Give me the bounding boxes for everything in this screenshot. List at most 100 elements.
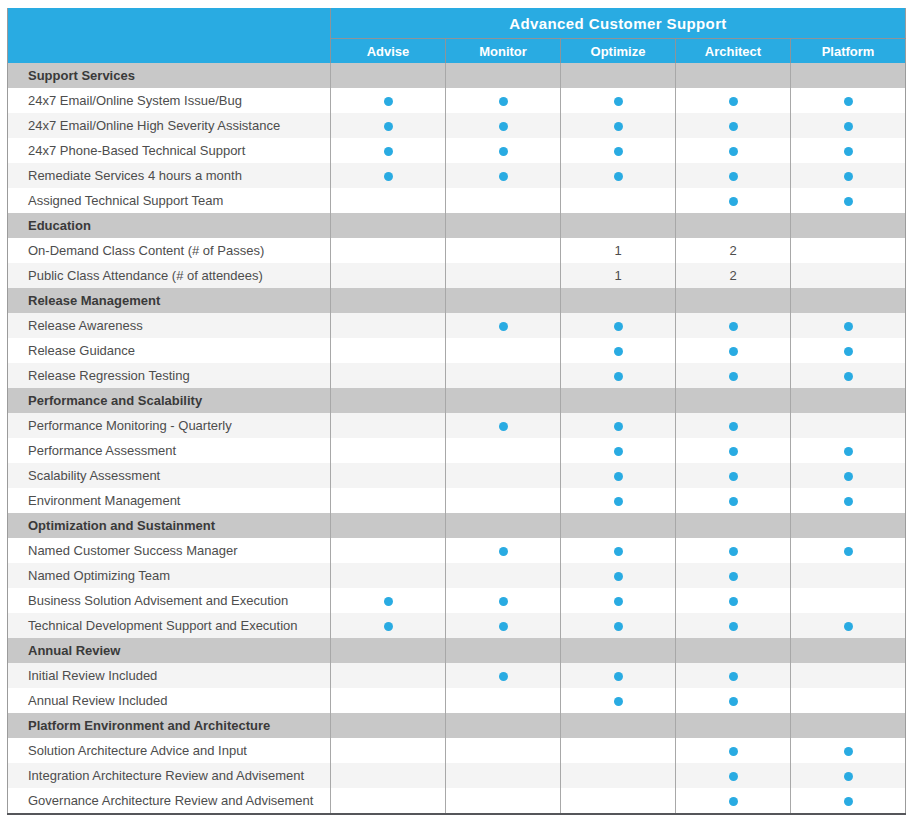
section-header-row: Platform Environment and Architecture xyxy=(8,713,906,738)
column-header-architect: Architect xyxy=(676,39,791,64)
feature-row: 24x7 Email/Online High Severity Assistan… xyxy=(8,113,906,138)
feature-cell-included xyxy=(331,88,446,113)
included-dot-icon xyxy=(729,472,738,481)
feature-cell-empty xyxy=(791,238,906,263)
included-dot-icon xyxy=(499,122,508,131)
feature-label: Scalability Assessment xyxy=(8,463,331,488)
corner-cell xyxy=(8,8,331,63)
section-cell xyxy=(561,213,676,238)
feature-cell-included xyxy=(676,738,791,763)
feature-cell-included xyxy=(676,188,791,213)
feature-cell-empty xyxy=(331,413,446,438)
section-cell xyxy=(676,388,791,413)
feature-cell-included xyxy=(676,313,791,338)
feature-cell-included xyxy=(791,488,906,513)
included-dot-icon xyxy=(384,597,393,606)
included-dot-icon xyxy=(614,697,623,706)
feature-label: Performance Monitoring - Quarterly xyxy=(8,413,331,438)
feature-cell-empty xyxy=(331,438,446,463)
included-dot-icon xyxy=(729,697,738,706)
section-cell xyxy=(446,638,561,663)
feature-label: Release Awareness xyxy=(8,313,331,338)
section-header-row: Performance and Scalability xyxy=(8,388,906,413)
feature-row: Named Optimizing Team xyxy=(8,563,906,588)
feature-cell-empty xyxy=(446,688,561,713)
section-title: Platform Environment and Architecture xyxy=(8,713,331,738)
feature-cell-empty xyxy=(791,688,906,713)
included-dot-icon xyxy=(614,147,623,156)
included-dot-icon xyxy=(614,172,623,181)
section-cell xyxy=(561,388,676,413)
feature-cell-included xyxy=(791,363,906,388)
feature-cell-included xyxy=(791,438,906,463)
section-title: Release Management xyxy=(8,288,331,313)
section-cell xyxy=(791,388,906,413)
feature-cell-value: 2 xyxy=(676,238,791,263)
feature-cell-empty xyxy=(446,788,561,814)
included-dot-icon xyxy=(499,97,508,106)
included-dot-icon xyxy=(729,747,738,756)
feature-cell-included xyxy=(561,138,676,163)
included-dot-icon xyxy=(844,97,853,106)
feature-label: Solution Architecture Advice and Input xyxy=(8,738,331,763)
feature-cell-empty xyxy=(331,663,446,688)
section-cell xyxy=(331,213,446,238)
section-cell xyxy=(561,63,676,88)
feature-cell-included xyxy=(561,588,676,613)
feature-cell-included xyxy=(676,88,791,113)
feature-row: Technical Development Support and Execut… xyxy=(8,613,906,638)
feature-row: Initial Review Included xyxy=(8,663,906,688)
feature-cell-empty xyxy=(446,338,561,363)
feature-row: Release Guidance xyxy=(8,338,906,363)
feature-row: Performance Monitoring - Quarterly xyxy=(8,413,906,438)
feature-cell-empty xyxy=(446,488,561,513)
feature-cell-included xyxy=(676,538,791,563)
feature-cell-empty xyxy=(791,413,906,438)
section-cell xyxy=(446,63,561,88)
section-cell xyxy=(676,513,791,538)
feature-cell-included xyxy=(561,488,676,513)
feature-cell-empty xyxy=(561,763,676,788)
feature-label: Release Regression Testing xyxy=(8,363,331,388)
feature-cell-included xyxy=(791,113,906,138)
included-dot-icon xyxy=(844,122,853,131)
included-dot-icon xyxy=(614,97,623,106)
included-dot-icon xyxy=(844,322,853,331)
feature-label: Business Solution Advisement and Executi… xyxy=(8,588,331,613)
section-cell xyxy=(561,288,676,313)
section-cell xyxy=(791,513,906,538)
feature-label: Performance Assessment xyxy=(8,438,331,463)
section-header-row: Education xyxy=(8,213,906,238)
section-cell xyxy=(331,638,446,663)
feature-cell-included xyxy=(561,338,676,363)
feature-cell-included xyxy=(676,463,791,488)
feature-cell-empty xyxy=(791,563,906,588)
feature-cell-included xyxy=(331,588,446,613)
feature-cell-included xyxy=(446,613,561,638)
feature-cell-included xyxy=(676,488,791,513)
included-dot-icon xyxy=(844,347,853,356)
section-cell xyxy=(791,713,906,738)
section-cell xyxy=(331,63,446,88)
feature-cell-included xyxy=(446,538,561,563)
feature-row: Assigned Technical Support Team xyxy=(8,188,906,213)
feature-cell-included xyxy=(676,588,791,613)
feature-cell-included xyxy=(561,313,676,338)
table-header: Advanced Customer Support Advise Monitor… xyxy=(8,8,906,63)
included-dot-icon xyxy=(844,447,853,456)
feature-cell-included xyxy=(561,438,676,463)
included-dot-icon xyxy=(614,372,623,381)
feature-cell-included xyxy=(331,613,446,638)
feature-cell-included xyxy=(446,588,561,613)
feature-cell-empty xyxy=(446,263,561,288)
included-dot-icon xyxy=(614,322,623,331)
included-dot-icon xyxy=(729,122,738,131)
feature-row: Annual Review Included xyxy=(8,688,906,713)
included-dot-icon xyxy=(614,497,623,506)
feature-cell-included xyxy=(446,413,561,438)
feature-cell-included xyxy=(561,113,676,138)
feature-cell-included xyxy=(791,163,906,188)
feature-cell-included xyxy=(676,363,791,388)
included-dot-icon xyxy=(614,622,623,631)
feature-cell-empty xyxy=(331,338,446,363)
